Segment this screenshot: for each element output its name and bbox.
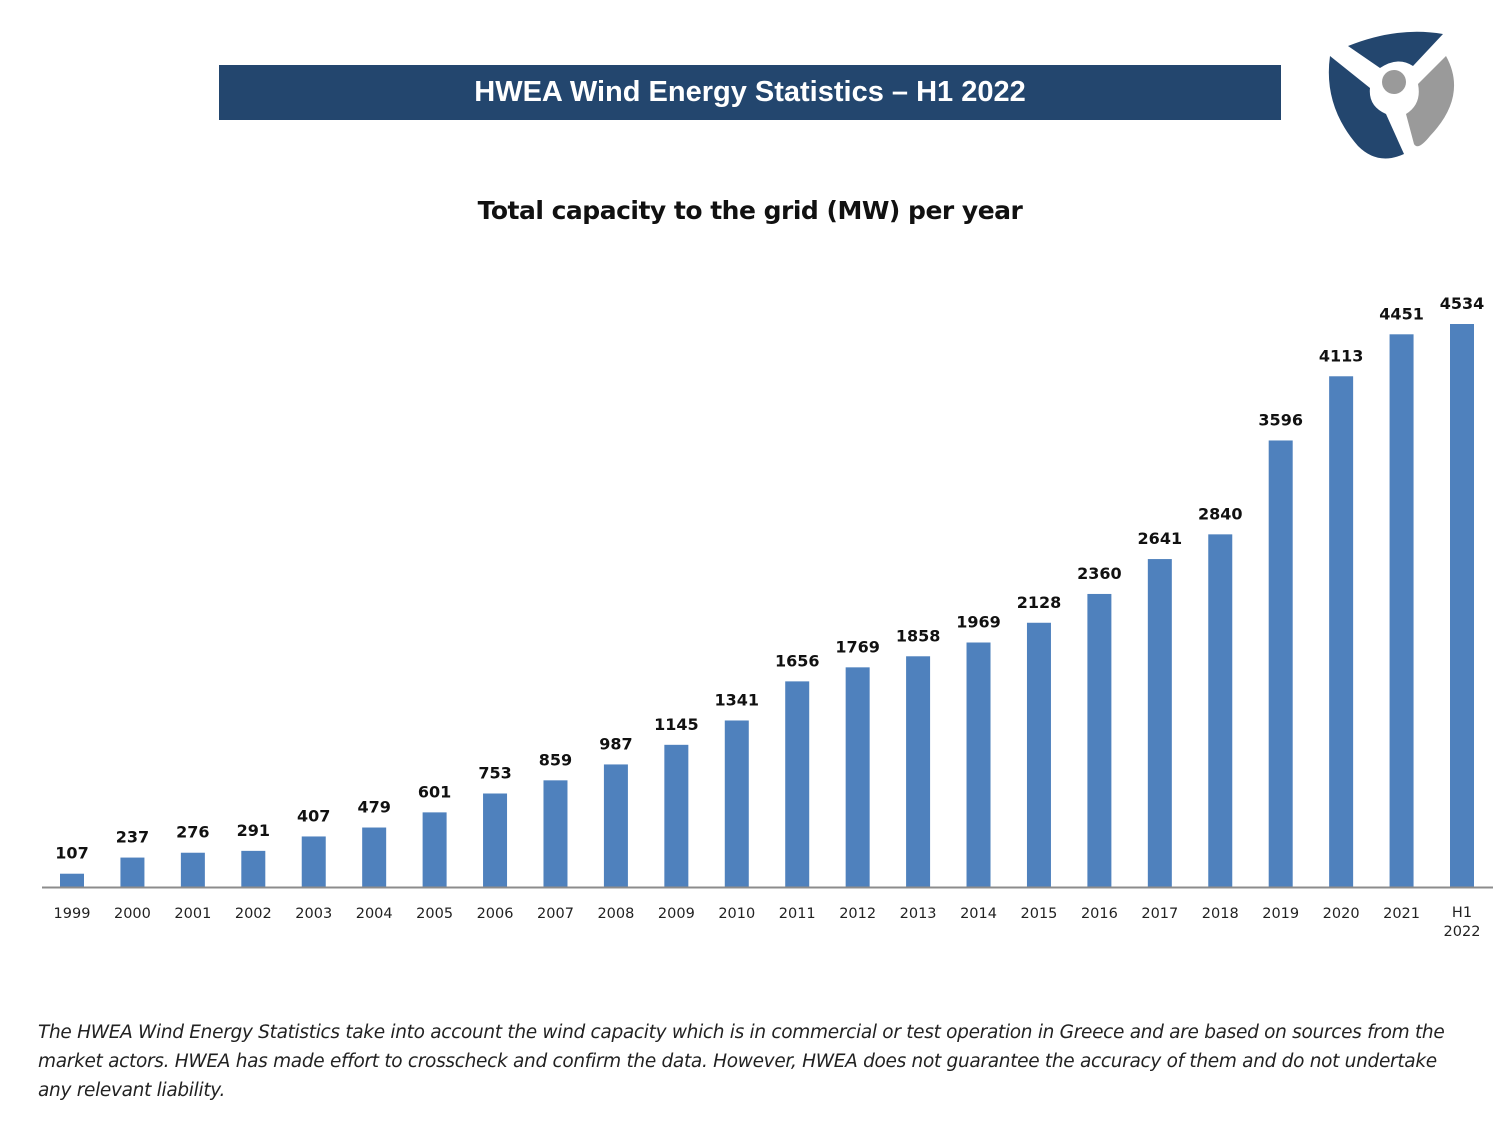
bar bbox=[603, 764, 628, 887]
x-tick-label: 2020 bbox=[1323, 906, 1360, 922]
x-tick-label: 2007 bbox=[537, 906, 574, 922]
data-label: 4451 bbox=[1379, 304, 1424, 323]
bar bbox=[180, 852, 205, 887]
logo-hub bbox=[1382, 70, 1406, 94]
bar bbox=[1147, 559, 1172, 887]
bar bbox=[1026, 622, 1051, 887]
x-tick-label: 2002 bbox=[235, 906, 272, 922]
bar bbox=[362, 827, 387, 887]
x-tick-label: 2005 bbox=[416, 906, 453, 922]
data-label: 4113 bbox=[1319, 346, 1364, 365]
bar bbox=[1087, 593, 1112, 887]
x-tick-label: 2010 bbox=[718, 906, 755, 922]
bar bbox=[301, 836, 326, 887]
bar bbox=[1389, 334, 1414, 887]
x-tick-label: H1 2022 bbox=[1444, 905, 1481, 940]
x-tick-label: 2003 bbox=[295, 906, 332, 922]
data-label: 1656 bbox=[775, 651, 820, 670]
bar bbox=[241, 850, 266, 887]
logo-blue-blade-left bbox=[1328, 56, 1404, 159]
data-label: 3596 bbox=[1258, 410, 1303, 429]
data-label: 859 bbox=[539, 750, 572, 769]
data-label: 2641 bbox=[1138, 529, 1183, 548]
data-label: 753 bbox=[478, 763, 511, 782]
x-tick-label: 2019 bbox=[1262, 906, 1299, 922]
data-label: 1858 bbox=[896, 626, 941, 645]
hwea-logo bbox=[1328, 31, 1455, 159]
data-label: 291 bbox=[237, 821, 270, 840]
header-banner: HWEA Wind Energy Statistics – H1 2022 bbox=[219, 65, 1281, 120]
x-tick-label: 2021 bbox=[1383, 906, 1420, 922]
x-tick-label: 2006 bbox=[477, 906, 514, 922]
logo-blue-blade-top bbox=[1348, 31, 1443, 68]
x-tick-label: 2018 bbox=[1202, 906, 1239, 922]
footnote: The HWEA Wind Energy Statistics take int… bbox=[38, 1022, 1445, 1101]
bar bbox=[906, 656, 931, 887]
data-label: 2360 bbox=[1077, 564, 1122, 583]
bar bbox=[483, 793, 508, 887]
bar bbox=[1450, 324, 1474, 887]
data-label: 479 bbox=[357, 798, 390, 817]
data-label: 276 bbox=[176, 823, 209, 842]
x-tick-label: 1999 bbox=[54, 906, 91, 922]
data-label: 987 bbox=[599, 734, 632, 753]
page-title: HWEA Wind Energy Statistics – H1 2022 bbox=[474, 76, 1026, 108]
x-tick-label: 2015 bbox=[1021, 906, 1058, 922]
bar bbox=[1268, 440, 1293, 887]
data-label: 107 bbox=[55, 844, 88, 863]
chart-title: Total capacity to the grid (MW) per year bbox=[477, 196, 1023, 225]
x-tick-label: 2014 bbox=[960, 906, 997, 922]
bar bbox=[845, 667, 870, 887]
x-tick-label: 2004 bbox=[356, 906, 393, 922]
x-tick-label: 2009 bbox=[658, 906, 695, 922]
bar bbox=[543, 780, 568, 887]
logo-grey-blade bbox=[1406, 56, 1455, 147]
x-tick-label: 2011 bbox=[779, 906, 816, 922]
bar bbox=[966, 642, 991, 887]
data-label: 2128 bbox=[1017, 593, 1062, 612]
data-label: 237 bbox=[116, 828, 149, 847]
x-tick-label: 2008 bbox=[597, 906, 634, 922]
data-label: 601 bbox=[418, 782, 451, 801]
data-label: 1341 bbox=[715, 690, 760, 709]
data-label: 1769 bbox=[835, 637, 880, 656]
bar bbox=[60, 873, 84, 887]
x-tick-label: 2012 bbox=[839, 906, 876, 922]
x-tick-label: 2016 bbox=[1081, 906, 1118, 922]
bar bbox=[120, 857, 145, 887]
data-label: 407 bbox=[297, 806, 330, 825]
x-tick-label: 2017 bbox=[1141, 906, 1178, 922]
bar bbox=[785, 681, 810, 887]
bar bbox=[1329, 376, 1354, 887]
data-label: 1145 bbox=[654, 715, 699, 734]
bar bbox=[664, 744, 689, 887]
x-tick-label: 2001 bbox=[174, 906, 211, 922]
bar bbox=[724, 720, 749, 887]
data-label: 4534 bbox=[1440, 294, 1485, 313]
data-label: 1969 bbox=[956, 613, 1001, 632]
x-tick-label: 2000 bbox=[114, 906, 151, 922]
x-tick-label: 2013 bbox=[900, 906, 937, 922]
data-label: 2840 bbox=[1198, 504, 1243, 523]
bar-chart: 107 1999 237 2000 276 2001 291 2002 407 2003 479 20… bbox=[42, 294, 1493, 940]
bar bbox=[1208, 534, 1233, 887]
bar bbox=[422, 812, 447, 887]
